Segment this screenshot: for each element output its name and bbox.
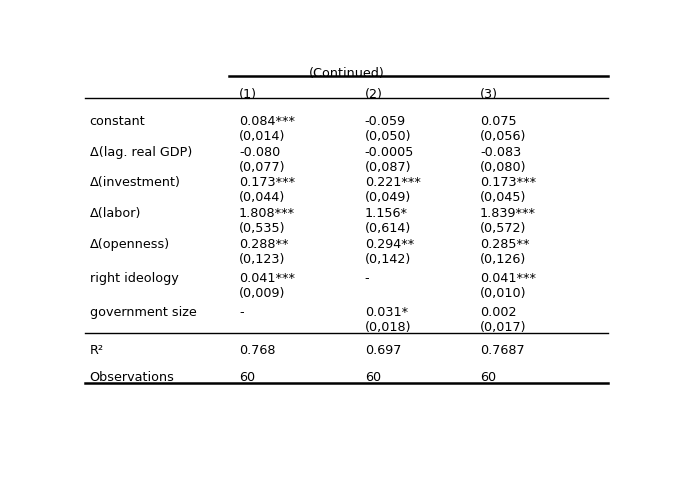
Text: -0.059: -0.059 <box>365 115 406 128</box>
Text: (1): (1) <box>239 88 257 101</box>
Text: 0.285**: 0.285** <box>480 237 529 250</box>
Text: 0.294**: 0.294** <box>365 237 414 250</box>
Text: 1.808***: 1.808*** <box>239 206 295 219</box>
Text: government size: government size <box>90 305 197 318</box>
Text: (0,014): (0,014) <box>239 130 285 143</box>
Text: Observations: Observations <box>90 370 174 383</box>
Text: 0.768: 0.768 <box>239 343 276 356</box>
Text: (0,087): (0,087) <box>365 160 411 173</box>
Text: 0.288**: 0.288** <box>239 237 289 250</box>
Text: (0,050): (0,050) <box>365 130 411 143</box>
Text: (Continued): (Continued) <box>308 67 385 80</box>
Text: right ideology: right ideology <box>90 271 178 284</box>
Text: -0.083: -0.083 <box>480 145 521 158</box>
Text: (0,017): (0,017) <box>480 320 527 333</box>
Text: 0.7687: 0.7687 <box>480 343 525 356</box>
Text: 60: 60 <box>480 370 496 383</box>
Text: (2): (2) <box>365 88 383 101</box>
Text: 0.031*: 0.031* <box>365 305 408 318</box>
Text: 0.221***: 0.221*** <box>365 176 420 189</box>
Text: 0.173***: 0.173*** <box>480 176 536 189</box>
Text: Δ(labor): Δ(labor) <box>90 206 141 219</box>
Text: (0,077): (0,077) <box>239 160 285 173</box>
Text: (0,535): (0,535) <box>239 221 285 234</box>
Text: -0.0005: -0.0005 <box>365 145 414 158</box>
Text: -0.080: -0.080 <box>239 145 281 158</box>
Text: 0.002: 0.002 <box>480 305 516 318</box>
Text: (3): (3) <box>480 88 498 101</box>
Text: (0,142): (0,142) <box>365 252 411 265</box>
Text: (0,049): (0,049) <box>365 191 411 204</box>
Text: 60: 60 <box>239 370 255 383</box>
Text: 0.173***: 0.173*** <box>239 176 295 189</box>
Text: constant: constant <box>90 115 145 128</box>
Text: (0,614): (0,614) <box>365 221 411 234</box>
Text: (0,045): (0,045) <box>480 191 527 204</box>
Text: Δ(openness): Δ(openness) <box>90 237 170 250</box>
Text: (0,009): (0,009) <box>239 286 285 299</box>
Text: 0.041***: 0.041*** <box>239 271 295 284</box>
Text: 0.075: 0.075 <box>480 115 516 128</box>
Text: -: - <box>239 305 243 318</box>
Text: 60: 60 <box>365 370 381 383</box>
Text: (0,126): (0,126) <box>480 252 527 265</box>
Text: (0,010): (0,010) <box>480 286 527 299</box>
Text: 1.839***: 1.839*** <box>480 206 536 219</box>
Text: (0,056): (0,056) <box>480 130 527 143</box>
Text: (0,018): (0,018) <box>365 320 411 333</box>
Text: 0.084***: 0.084*** <box>239 115 295 128</box>
Text: (0,080): (0,080) <box>480 160 527 173</box>
Text: 1.156*: 1.156* <box>365 206 408 219</box>
Text: -: - <box>365 271 369 284</box>
Text: (0,123): (0,123) <box>239 252 285 265</box>
Text: 0.041***: 0.041*** <box>480 271 536 284</box>
Text: Δ(lag. real GDP): Δ(lag. real GDP) <box>90 145 192 158</box>
Text: (0,572): (0,572) <box>480 221 527 234</box>
Text: (0,044): (0,044) <box>239 191 285 204</box>
Text: R²: R² <box>90 343 104 356</box>
Text: 0.697: 0.697 <box>365 343 401 356</box>
Text: Δ(investment): Δ(investment) <box>90 176 180 189</box>
